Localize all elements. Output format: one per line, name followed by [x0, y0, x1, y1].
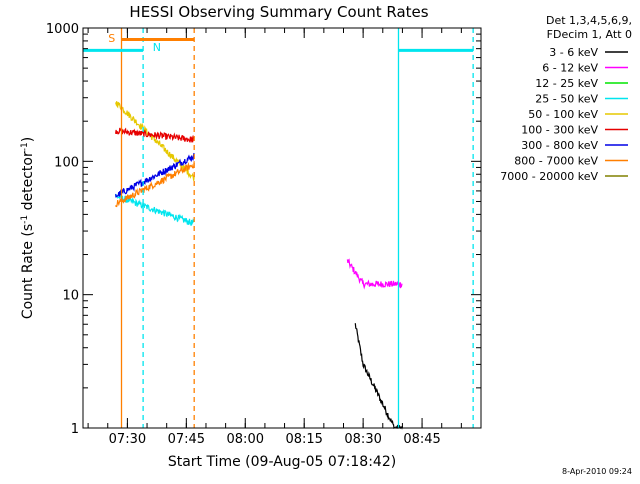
- region-label-n: N: [153, 41, 161, 54]
- y-axis-label: Count Rate (s-1 detector-1): [20, 137, 36, 319]
- series-8: [115, 161, 195, 208]
- legend-label-1: 3 - 6 keV: [549, 46, 598, 59]
- series-4-segment-1: [115, 193, 195, 226]
- series-1-segment-1: [354, 323, 403, 430]
- y-tick-label-4: 1000: [46, 22, 79, 37]
- y-tick-label-3: 100: [54, 155, 79, 170]
- series-8-segment-1: [115, 161, 195, 208]
- region-label-s: S: [108, 32, 115, 45]
- x-tick-label-2: 07:45: [168, 432, 205, 447]
- chart-title: HESSI Observing Summary Count Rates: [129, 3, 428, 21]
- series-7-segment-1: [115, 152, 195, 198]
- timestamp-label: 8-Apr-2010 09:24: [562, 467, 632, 476]
- x-tick-label-6: 08:45: [403, 432, 440, 447]
- plot-frame: [82, 27, 482, 429]
- series-2: [346, 258, 403, 290]
- legend-label-5: 50 - 100 keV: [528, 108, 598, 121]
- y-tick-label-1: 1: [71, 422, 79, 437]
- series-6-segment-1: [115, 127, 195, 143]
- x-tick-label-5: 08:30: [344, 432, 381, 447]
- series-5: [115, 101, 195, 181]
- series-2-segment-1: [346, 258, 403, 290]
- legend-label-9: 7000 - 20000 keV: [500, 170, 598, 183]
- data-layer: SN: [83, 28, 474, 430]
- series-1: [354, 323, 403, 430]
- legend-label-3: 12 - 25 keV: [535, 77, 598, 90]
- x-tick-label-3: 08:00: [227, 432, 264, 447]
- series-7: [115, 152, 195, 198]
- series-4: [115, 193, 195, 226]
- legend-header-1: Det 1,3,4,5,6,9,: [546, 14, 632, 27]
- legend: 3 - 6 keV 6 - 12 keV 12 - 25 keV 25 - 50 ke…: [500, 46, 628, 183]
- legend-header-2: FDecim 1, Att 0: [547, 28, 632, 41]
- legend-label-6: 100 - 300 keV: [521, 124, 598, 137]
- y-tick-label-2: 10: [62, 289, 79, 304]
- legend-label-2: 6 - 12 keV: [542, 62, 598, 75]
- legend-label-7: 300 - 800 keV: [521, 139, 598, 152]
- legend-label-8: 800 - 7000 keV: [514, 155, 598, 168]
- series-5-segment-1: [115, 101, 195, 181]
- x-tick-label-1: 07:30: [109, 432, 146, 447]
- legend-label-4: 25 - 50 keV: [535, 93, 598, 106]
- tick-layer: 07:30 07:45 08:00 08:15 08:30 08:45 1 10 100 1000: [46, 22, 481, 447]
- series-6: [115, 127, 195, 143]
- x-tick-label-4: 08:15: [285, 432, 322, 447]
- x-axis-label: Start Time (09-Aug-05 07:18:42): [168, 454, 396, 470]
